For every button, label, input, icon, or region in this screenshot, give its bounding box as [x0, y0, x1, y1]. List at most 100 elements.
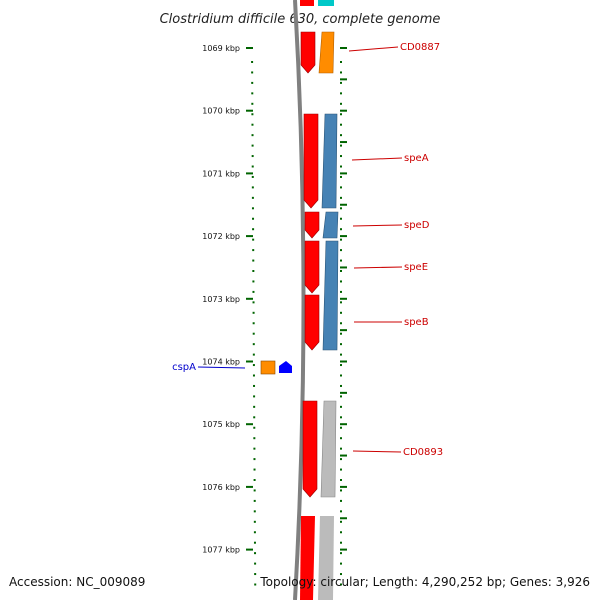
right-minor-tick: [340, 583, 342, 586]
gene-spea: [321, 113, 338, 209]
gene-label[interactable]: CD0893: [403, 447, 443, 458]
gene-label-leader: [353, 266, 403, 269]
left-minor-tick: [253, 520, 256, 523]
left-minor-tick: [251, 196, 254, 199]
left-minor-tick: [254, 562, 257, 565]
gene-label[interactable]: speB: [404, 317, 429, 328]
cds-feature-bottom: [300, 516, 315, 600]
gene-features: [260, 0, 339, 600]
left-minor-tick: [253, 384, 256, 387]
right-minor-tick: [340, 175, 342, 178]
left-minor-tick: [253, 447, 256, 450]
right-minor-tick: [340, 123, 342, 126]
right-minor-tick: [340, 270, 342, 272]
gene-label[interactable]: speD: [404, 220, 430, 231]
right-minor-tick: [340, 134, 342, 137]
map-title: Clostridium difficile 630, complete geno…: [160, 12, 441, 27]
right-minor-tick: [340, 81, 342, 84]
right-minor-tick: [340, 489, 342, 492]
gene-label[interactable]: speA: [404, 153, 429, 164]
gene-label-leader: [197, 366, 246, 369]
axis-tick-label: 1072 kbp: [202, 232, 240, 241]
left-minor-tick: [252, 311, 255, 314]
gene-label-leader: [352, 224, 403, 227]
right-minor-tick: [340, 301, 342, 304]
left-minor-tick: [251, 134, 254, 137]
right-minor-tick: [340, 207, 342, 210]
right-minor-tick: [340, 416, 342, 419]
right-minor-tick: [340, 541, 342, 544]
left-minor-tick: [251, 175, 254, 178]
cds-spee: [304, 240, 320, 294]
right-minor-tick: [340, 249, 342, 252]
gene-label-leader: [348, 46, 399, 52]
left-minor-tick: [251, 207, 254, 210]
right-minor-tick: [340, 562, 342, 565]
gene-label[interactable]: cspA: [172, 362, 196, 373]
axis-tick-label: 1075 kbp: [202, 420, 240, 429]
left-minor-tick: [253, 499, 256, 502]
gene-label[interactable]: speE: [404, 262, 428, 273]
left-minor-tick: [252, 217, 255, 220]
right-minor-tick: [340, 290, 342, 293]
right-minor-tick: [340, 71, 342, 74]
topology-text: Topology: circular; Length: 4,290,252 bp…: [259, 575, 590, 589]
left-minor-tick: [251, 92, 254, 95]
left-minor-tick: [254, 583, 257, 586]
left-minor-tick: [254, 552, 257, 555]
axis-tick-label: 1077 kbp: [202, 546, 240, 555]
left-minor-tick: [252, 343, 255, 346]
cds-feature-top: [300, 0, 314, 6]
left-minor-tick: [251, 144, 254, 147]
left-minor-tick: [253, 489, 256, 492]
left-minor-tick: [253, 426, 256, 429]
left-minor-tick: [253, 416, 256, 419]
gray-feature-bottom: [318, 516, 334, 600]
axis-tick-label: 1071 kbp: [202, 169, 240, 178]
right-minor-tick: [340, 499, 342, 502]
right-minor-tick: [340, 280, 342, 283]
left-minor-tick: [251, 81, 254, 84]
left-minor-tick: [252, 270, 255, 272]
right-minor-tick: [340, 573, 342, 576]
left-minor-tick: [254, 573, 257, 576]
gene-labels: CD0887 speA speD speE speB CD0893 cspA: [172, 42, 443, 458]
right-minor-tick: [340, 155, 342, 158]
right-minor-tick: [340, 217, 342, 220]
right-minor-tick: [340, 332, 342, 335]
left-minor-tick: [253, 395, 256, 398]
right-minor-tick: [340, 447, 342, 450]
right-minor-tick: [340, 144, 342, 147]
right-minor-tick: [340, 102, 342, 105]
right-minor-tick: [340, 405, 342, 408]
gene-cspa-arrow: [279, 361, 292, 373]
accession-text: Accession: NC_009089: [9, 575, 145, 589]
axis-tick-label: 1076 kbp: [202, 483, 240, 492]
axis-tick-label: 1069 kbp: [202, 44, 240, 53]
gene-label[interactable]: CD0887: [400, 42, 440, 53]
left-minor-tick: [253, 405, 256, 408]
right-minor-tick: [340, 479, 342, 481]
right-minor-tick: [340, 322, 342, 325]
right-minor-tick: [340, 468, 342, 471]
cds-speb: [304, 294, 320, 351]
right-minor-tick: [340, 552, 342, 555]
left-minor-tick: [251, 155, 254, 158]
left-minor-tick: [253, 510, 256, 513]
right-minor-tick: [340, 364, 342, 367]
major-ticks: 1069 kbp 1070 kbp 1071 kbp 1072 kbp 1073 kbp…: [202, 44, 253, 555]
left-minor-tick: [253, 531, 256, 534]
gene-cspa-orange: [260, 360, 276, 375]
gene-spee-speb: [322, 240, 339, 351]
left-minor-tick: [251, 61, 254, 63]
left-minor-tick: [251, 186, 254, 189]
left-minor-tick: [253, 468, 256, 471]
left-minor-tick: [252, 249, 255, 252]
left-minor-tick: [252, 364, 255, 367]
left-minor-tick: [252, 322, 255, 325]
right-minor-tick: [340, 196, 342, 199]
cds-sped: [304, 211, 320, 239]
right-minor-tick: [340, 228, 342, 231]
right-minor-tick: [340, 311, 342, 314]
